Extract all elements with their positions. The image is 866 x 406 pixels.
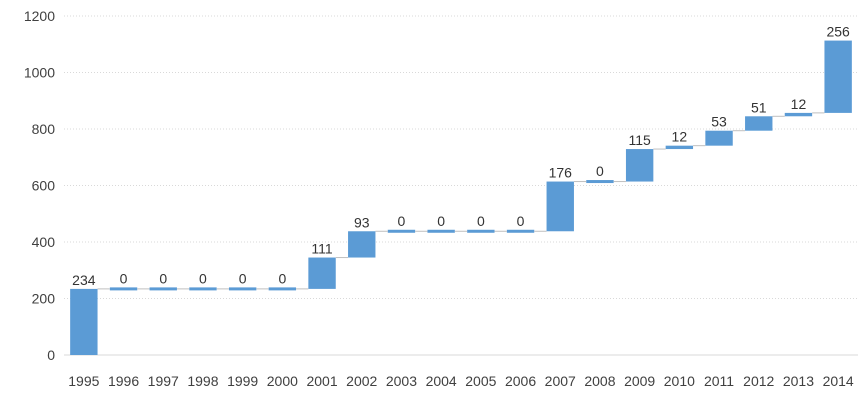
x-tick-label: 2000 — [267, 373, 298, 389]
y-axis-tick-labels: 0 200 400 600 800 1000 1200 — [24, 8, 55, 363]
y-tick-label: 200 — [32, 291, 56, 307]
x-tick-label: 2009 — [624, 373, 655, 389]
bar — [268, 287, 297, 291]
x-tick-label: 2006 — [505, 373, 536, 389]
y-tick-label: 0 — [47, 347, 55, 363]
data-labels: 234 0 0 0 0 0 111 93 0 0 0 0 176 0 115 12 53 51 12 256 — [72, 24, 850, 288]
y-tick-label: 800 — [32, 121, 56, 137]
x-tick-label: 1997 — [148, 373, 179, 389]
y-tick-label: 600 — [32, 178, 56, 194]
data-label: 0 — [517, 213, 525, 229]
x-tick-label: 2005 — [465, 373, 496, 389]
x-tick-label: 2001 — [306, 373, 337, 389]
data-label: 0 — [398, 213, 406, 229]
data-label: 0 — [278, 270, 286, 286]
data-label: 0 — [159, 270, 167, 286]
data-label: 234 — [72, 272, 96, 288]
data-label: 0 — [120, 270, 128, 286]
bar — [189, 287, 217, 291]
bar — [348, 231, 376, 258]
gridlines — [64, 15, 858, 356]
bar — [665, 145, 694, 150]
data-label: 256 — [826, 24, 850, 40]
y-tick-label: 1200 — [24, 8, 55, 24]
x-tick-label: 2014 — [823, 373, 854, 389]
bar — [625, 149, 654, 182]
data-label: 53 — [711, 114, 727, 130]
bar — [784, 112, 813, 117]
bar — [506, 229, 535, 233]
data-label: 115 — [628, 132, 651, 148]
connector-lines — [97, 112, 825, 290]
x-tick-label: 1999 — [227, 373, 258, 389]
data-label: 51 — [751, 99, 767, 115]
bar — [546, 181, 574, 232]
x-tick-label: 2011 — [704, 373, 734, 389]
bars — [70, 40, 852, 355]
bar — [70, 288, 98, 355]
x-tick-label: 2008 — [584, 373, 615, 389]
data-label: 0 — [477, 213, 485, 229]
y-tick-label: 400 — [32, 234, 56, 250]
data-label: 12 — [791, 96, 807, 112]
bar — [308, 257, 336, 289]
bar — [586, 180, 614, 184]
data-label: 0 — [596, 163, 604, 179]
x-tick-label: 1996 — [108, 373, 139, 389]
x-tick-label: 2012 — [743, 373, 774, 389]
data-label: 0 — [199, 270, 207, 286]
bar — [745, 116, 773, 131]
data-label: 176 — [549, 165, 573, 181]
bar — [427, 229, 455, 233]
data-label: 93 — [354, 214, 370, 230]
x-tick-label: 2013 — [783, 373, 814, 389]
data-label: 12 — [672, 129, 688, 145]
data-label: 0 — [437, 213, 445, 229]
bar — [149, 287, 177, 291]
x-tick-label: 1995 — [68, 373, 99, 389]
x-tick-label: 2004 — [426, 373, 457, 389]
x-tick-label: 2010 — [664, 373, 695, 389]
bar — [109, 287, 138, 291]
data-label: 111 — [311, 241, 332, 257]
bar — [824, 40, 852, 113]
x-tick-label: 2007 — [545, 373, 576, 389]
bar — [387, 229, 416, 233]
x-axis-tick-labels: 1995 1996 1997 1998 1999 2000 2001 2002 2003 2004… — [68, 373, 854, 389]
x-tick-label: 2002 — [346, 373, 377, 389]
bar — [228, 287, 257, 291]
y-tick-label: 1000 — [24, 65, 55, 81]
bar — [467, 229, 495, 233]
x-tick-label: 2003 — [386, 373, 417, 389]
bar — [705, 130, 733, 146]
x-tick-label: 1998 — [187, 373, 218, 389]
data-label: 0 — [239, 270, 247, 286]
